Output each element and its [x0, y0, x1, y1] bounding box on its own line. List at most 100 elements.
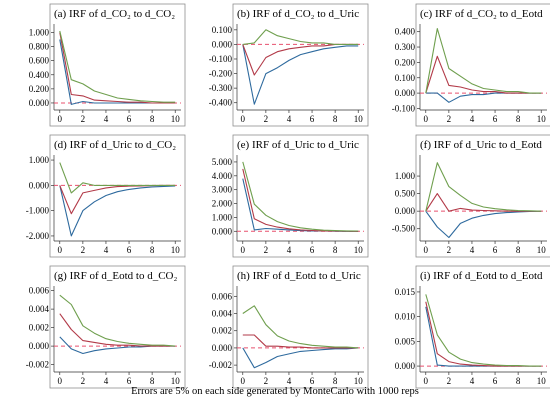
series-irf — [59, 313, 176, 347]
y-tick-label: 0.200 — [29, 84, 50, 94]
x-tick-label: 0 — [424, 376, 429, 386]
y-tick-label: 0.600 — [29, 56, 50, 66]
y-tick-label: 0.010 — [395, 312, 416, 322]
x-tick-label: 10 — [354, 376, 364, 386]
x-tick-label: 8 — [150, 376, 155, 386]
y-tick-label: -0.400 — [209, 98, 233, 108]
x-tick-label: 2 — [81, 114, 86, 124]
y-tick-label: 0.000 — [212, 226, 233, 236]
series-lower — [242, 178, 359, 232]
y-tick-label: 0.000 — [395, 206, 416, 216]
irf-panel: (d) IRF of d_Uric to d_CO₂ 0 2 4 6 8 10 1.000 0.… — [26, 134, 186, 258]
y-tick-label: 1.000 — [29, 155, 50, 165]
x-tick-label: 2 — [81, 376, 86, 386]
irf-panel: (a) IRF of d_CO₂ to d_CO₂ 0 2 4 6 8 10 0.000 0.2… — [29, 3, 186, 127]
y-tick-label: 0.400 — [29, 70, 50, 80]
y-tick-label: 4.000 — [212, 171, 233, 181]
x-tick-label: 10 — [171, 114, 181, 124]
irf-panel: (b) IRF of d_CO₂ to d_Uric 0 2 4 6 8 10 0.100 0.… — [209, 3, 369, 127]
panel-border — [49, 134, 186, 258]
x-tick-label: 4 — [470, 114, 475, 124]
y-tick-label: 0.000 — [395, 88, 416, 98]
y-tick-label: 0.000 — [29, 180, 50, 190]
irf-panel: (e) IRF of d_Uric to d_Uric 0 2 4 6 8 10 5.000 4… — [212, 134, 369, 258]
x-tick-label: 10 — [537, 114, 547, 124]
x-tick-label: 6 — [493, 245, 498, 255]
x-tick-label: 2 — [264, 245, 269, 255]
x-tick-label: 6 — [127, 376, 132, 386]
irf-panel: (g) IRF of d_Eotd to d_CO₂ 0 2 4 6 8 10 0.006 0.… — [26, 265, 186, 389]
y-tick-label: 0.000 — [395, 361, 416, 371]
x-tick-label: 8 — [516, 114, 521, 124]
y-tick-label: 0.300 — [395, 42, 416, 52]
y-tick-label: 0.004 — [212, 309, 233, 319]
x-tick-label: 8 — [516, 245, 521, 255]
y-tick-label: 1.000 — [29, 27, 50, 37]
panel-title: (a) IRF of d_CO₂ to d_CO₂ — [54, 8, 175, 20]
y-tick-label: 0.000 — [212, 343, 233, 353]
panel-border — [232, 134, 369, 258]
panel-title: (h) IRF of d_Eotd to d_Uric — [237, 270, 361, 282]
irf-panel: (c) IRF of d_CO₂ to d_Eotd 0 2 4 6 8 10 0.400 0.… — [392, 3, 550, 127]
y-tick-label: 0.000 — [29, 98, 50, 108]
y-tick-label: -0.100 — [392, 103, 416, 113]
y-tick-label: -0.002 — [26, 360, 49, 370]
x-tick-label: 8 — [516, 376, 521, 386]
panel-border — [49, 265, 186, 389]
series-lower — [59, 185, 176, 237]
x-tick-label: 4 — [104, 376, 109, 386]
series-irf — [59, 32, 176, 104]
y-tick-label: 0.015 — [395, 287, 416, 297]
x-tick-label: 4 — [104, 245, 109, 255]
x-tick-label: 0 — [58, 114, 63, 124]
y-tick-label: -0.500 — [392, 224, 416, 234]
series-upper — [242, 305, 359, 349]
x-tick-label: 6 — [310, 114, 315, 124]
y-tick-label: -2.000 — [26, 231, 50, 241]
y-tick-label: 0.400 — [395, 27, 416, 37]
series-irf — [242, 334, 359, 349]
panel-title: (g) IRF of d_Eotd to d_CO₂ — [54, 270, 177, 282]
panel-border — [232, 3, 369, 127]
x-tick-label: 0 — [424, 114, 429, 124]
y-tick-label: 0.005 — [395, 336, 416, 346]
x-tick-label: 0 — [58, 245, 63, 255]
panel-title: (d) IRF of d_Uric to d_CO₂ — [54, 139, 176, 151]
y-tick-label: -0.100 — [209, 54, 233, 64]
x-tick-label: 10 — [537, 376, 547, 386]
x-tick-label: 10 — [171, 245, 181, 255]
y-tick-label: -0.300 — [209, 83, 233, 93]
panel-border — [232, 265, 369, 389]
y-tick-label: 0.000 — [29, 341, 50, 351]
x-tick-label: 6 — [310, 376, 315, 386]
panels-group: (a) IRF of d_CO₂ to d_CO₂ 0 2 4 6 8 10 0.000 0.2… — [26, 3, 550, 389]
series-lower — [242, 44, 359, 105]
series-upper — [59, 294, 176, 347]
irf-panel: (h) IRF of d_Eotd to d_Uric 0 2 4 6 8 10 0.006 0… — [209, 265, 369, 389]
x-tick-label: 2 — [447, 114, 452, 124]
series-upper — [425, 28, 542, 94]
x-tick-label: 4 — [287, 376, 292, 386]
y-tick-label: -0.200 — [209, 69, 233, 79]
y-tick-label: 0.002 — [29, 323, 49, 333]
x-tick-label: 8 — [150, 245, 155, 255]
y-tick-label: 0.004 — [29, 304, 50, 314]
irf-panel: (i) IRF of d_Eotd to d_Eotd 0 2 4 6 8 10 0.015 0… — [395, 265, 550, 389]
series-irf — [242, 168, 359, 232]
series-lower — [242, 347, 359, 369]
series-upper — [425, 294, 542, 367]
series-irf — [425, 301, 542, 367]
x-tick-label: 2 — [81, 245, 86, 255]
figure-caption: Errors are 5% on each side generated by … — [131, 386, 419, 397]
series-irf — [59, 184, 176, 215]
x-tick-label: 8 — [150, 114, 155, 124]
y-tick-label: 0.000 — [212, 39, 233, 49]
x-tick-label: 6 — [127, 245, 132, 255]
x-tick-label: 10 — [354, 114, 364, 124]
x-tick-label: 2 — [264, 114, 269, 124]
panel-title: (c) IRF of d_CO₂ to d_Eotd — [420, 8, 543, 20]
y-tick-label: 0.100 — [212, 25, 233, 35]
x-tick-label: 6 — [310, 245, 315, 255]
x-tick-label: 0 — [58, 376, 63, 386]
